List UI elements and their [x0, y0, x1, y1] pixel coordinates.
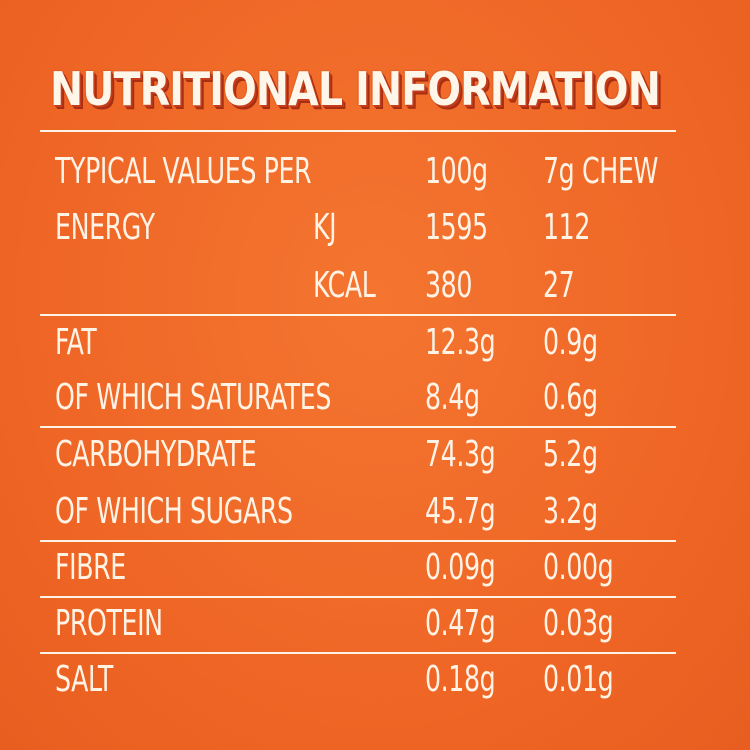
page-title: NUTRITIONAL INFORMATION: [50, 62, 661, 116]
row-carbohydrate-100g: 74.3g: [425, 434, 496, 475]
row-saturates-chew: 0.6g: [543, 377, 598, 418]
row-energy-unit-kcal: KCAL: [313, 265, 376, 306]
row-sugars-label: OF WHICH SUGARS: [55, 491, 293, 532]
row-protein-label: PROTEIN: [55, 603, 163, 644]
divider-fibre: [40, 540, 676, 542]
header-100g: 100g: [425, 151, 488, 192]
divider-fat: [40, 314, 676, 316]
row-carbohydrate-chew: 5.2g: [543, 434, 598, 475]
row-fat-label: FAT: [55, 322, 97, 363]
header-label: TYPICAL VALUES PER: [55, 151, 312, 192]
header-chew: 7g CHEW: [543, 151, 659, 192]
divider-top: [40, 130, 676, 132]
row-saturates-label: OF WHICH SATURATES: [55, 377, 332, 418]
divider-carbohydrate: [40, 426, 676, 428]
row-energy-unit-kj: KJ: [313, 207, 337, 248]
row-energy-kcal-100g: 380: [425, 265, 473, 306]
divider-protein: [40, 596, 676, 598]
row-sugars-100g: 45.7g: [425, 491, 496, 532]
row-energy-kj-chew: 112: [543, 207, 591, 248]
row-fibre-100g: 0.09g: [425, 547, 496, 588]
divider-salt: [40, 652, 676, 654]
row-energy-kj-100g: 1595: [425, 207, 488, 248]
row-energy-kcal-chew: 27: [543, 265, 575, 306]
row-sugars-chew: 3.2g: [543, 491, 598, 532]
row-energy-label: ENERGY: [55, 207, 155, 248]
row-protein-100g: 0.47g: [425, 603, 496, 644]
row-protein-chew: 0.03g: [543, 603, 614, 644]
row-salt-label: SALT: [55, 659, 113, 700]
row-saturates-100g: 8.4g: [425, 377, 480, 418]
row-fibre-label: FIBRE: [55, 547, 126, 588]
row-fat-100g: 12.3g: [425, 322, 496, 363]
row-fibre-chew: 0.00g: [543, 547, 614, 588]
row-salt-100g: 0.18g: [425, 659, 496, 700]
row-carbohydrate-label: CARBOHYDRATE: [55, 434, 257, 475]
row-salt-chew: 0.01g: [543, 659, 614, 700]
row-fat-chew: 0.9g: [543, 322, 598, 363]
